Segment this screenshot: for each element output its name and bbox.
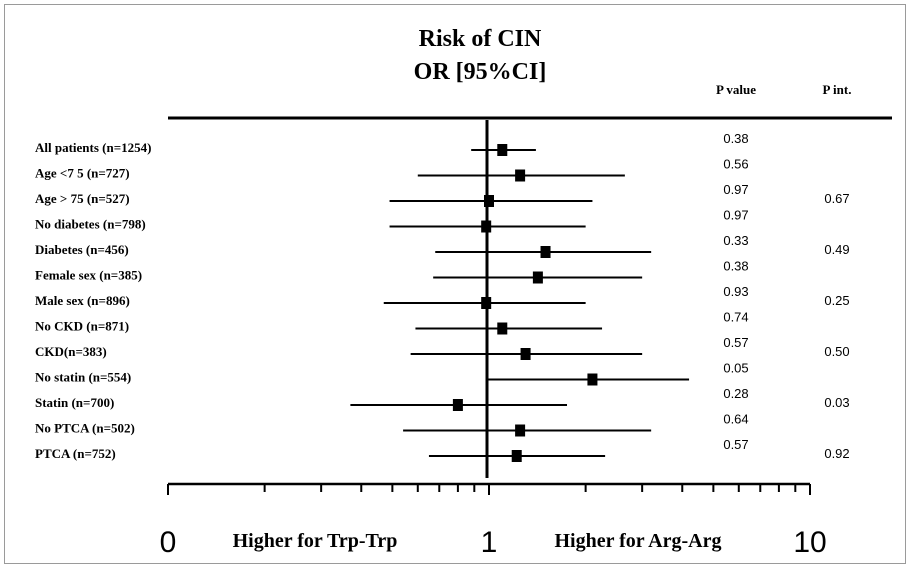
or-marker bbox=[497, 322, 508, 335]
right-direction-label: Higher for Arg-Arg bbox=[554, 530, 721, 552]
interaction-p-value: 0.25 bbox=[824, 293, 849, 308]
or-marker bbox=[532, 271, 543, 284]
rows-group: All patients (n=1254) 0.38 Age <7 5 (n=727… bbox=[35, 131, 749, 462]
x-axis: 0 1 10 bbox=[160, 482, 827, 559]
or-marker bbox=[515, 169, 526, 182]
p-value: 0.05 bbox=[723, 361, 748, 376]
row-label: CKD(n=383) bbox=[35, 344, 107, 359]
or-marker bbox=[481, 220, 492, 233]
interaction-p-value: 0.03 bbox=[824, 395, 849, 410]
or-marker bbox=[497, 144, 508, 156]
interaction-p-group: 0.67 0.49 0.25 0.50 0.03 0.92 bbox=[824, 191, 849, 461]
interaction-p-value: 0.49 bbox=[824, 242, 849, 257]
row-label: Female sex (n=385) bbox=[35, 268, 142, 283]
x-tick-label: 1 bbox=[481, 526, 498, 559]
p-value: 0.33 bbox=[723, 233, 748, 248]
p-value: 0.97 bbox=[723, 182, 748, 197]
p-value: 0.56 bbox=[723, 157, 748, 172]
or-marker bbox=[484, 195, 494, 207]
pint-header: P int. bbox=[823, 82, 852, 97]
p-value: 0.64 bbox=[723, 412, 748, 427]
x-tick-label: 0 bbox=[160, 526, 177, 559]
row-label: Age > 75 (n=527) bbox=[35, 191, 130, 206]
left-direction-label: Higher for Trp-Trp bbox=[233, 530, 398, 552]
p-value: 0.57 bbox=[723, 335, 748, 350]
p-value: 0.93 bbox=[723, 284, 748, 299]
row-label: Male sex (n=896) bbox=[35, 293, 130, 308]
pvalue-header: P value bbox=[716, 82, 756, 97]
figure-frame bbox=[4, 4, 906, 564]
p-value: 0.28 bbox=[723, 386, 748, 401]
or-marker bbox=[452, 399, 463, 411]
p-value: 0.38 bbox=[723, 131, 748, 146]
or-marker bbox=[515, 424, 526, 437]
or-marker bbox=[481, 297, 492, 309]
row-label: No CKD (n=871) bbox=[35, 319, 129, 334]
row-label: Diabetes (n=456) bbox=[35, 242, 129, 257]
chart-title: Risk of CIN bbox=[419, 26, 542, 52]
row-label: All patients (n=1254) bbox=[35, 140, 151, 155]
row-label: No PTCA (n=502) bbox=[35, 421, 135, 436]
or-marker bbox=[511, 450, 522, 462]
row-label: No diabetes (n=798) bbox=[35, 217, 146, 232]
p-value: 0.38 bbox=[723, 259, 748, 274]
row-label: Age <7 5 (n=727) bbox=[35, 166, 130, 181]
interaction-p-value: 0.50 bbox=[824, 344, 849, 359]
row-label: No statin (n=554) bbox=[35, 370, 131, 385]
x-tick-label: 10 bbox=[793, 526, 826, 559]
p-value: 0.57 bbox=[723, 437, 748, 452]
or-marker bbox=[587, 373, 598, 386]
p-value: 0.97 bbox=[723, 208, 748, 223]
p-value: 0.74 bbox=[723, 310, 748, 325]
or-marker bbox=[520, 348, 531, 360]
interaction-p-value: 0.92 bbox=[824, 446, 849, 461]
row-label: PTCA (n=752) bbox=[35, 446, 116, 461]
interaction-p-value: 0.67 bbox=[824, 191, 849, 206]
chart-subtitle: OR [95%CI] bbox=[414, 59, 547, 85]
row-label: Statin (n=700) bbox=[35, 395, 114, 410]
or-marker bbox=[540, 246, 551, 258]
